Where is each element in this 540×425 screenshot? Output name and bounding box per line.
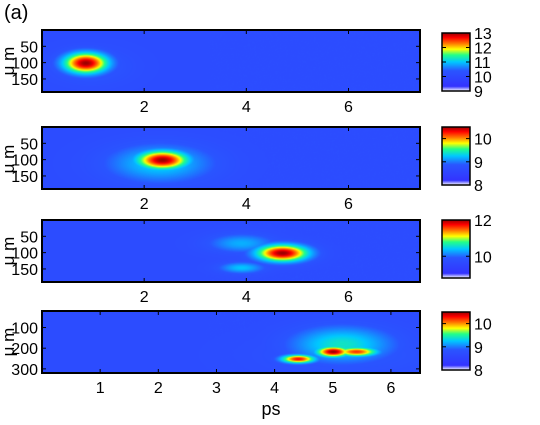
heatmap-image [42,220,420,282]
colorbar-tick-label: 10 [474,132,492,149]
heatmap-image [42,127,420,189]
panel-label: (a) [4,2,29,24]
colorbar [441,219,471,279]
colorbar-tick-label: 12 [474,213,492,230]
colorbar-tick-label: 9 [474,155,483,172]
y-tick-label: 300 [11,362,38,379]
y-tick-label: 150 [11,72,38,89]
x-tick-label: 5 [328,380,337,397]
plot-frame [41,29,421,93]
colorbar [441,126,471,186]
y-tick-label: 50 [20,136,38,153]
x-tick-label: 3 [212,380,221,397]
x-tick-label: 2 [140,196,149,213]
y-axis-label: μ m [0,145,18,174]
y-tick-label: 100 [11,153,38,170]
x-tick-label: 4 [270,380,279,397]
y-tick-label: 100 [11,246,38,263]
colorbar-tick-label: 13 [474,26,492,43]
x-tick-label: 6 [344,99,353,116]
colorbar-tick-label: 11 [474,55,491,72]
x-tick-label: 4 [242,289,251,306]
colorbar-tick-label: 9 [474,84,483,101]
colorbar-tick-label: 9 [474,340,483,357]
x-tick-label: 2 [140,289,149,306]
heatmap-image [42,30,420,92]
y-axis-label: μ m [0,328,18,357]
plot-frame [41,310,421,374]
plot-frame [41,126,421,190]
colorbar [441,311,471,371]
plot-frame [41,219,421,283]
x-axis-label: ps [261,399,281,419]
y-tick-label: 150 [11,169,38,186]
y-tick-label: 50 [20,229,38,246]
y-axis-label: μ m [0,47,18,76]
y-tick-label: 100 [11,321,38,338]
colorbar-tick-label: 12 [474,41,492,58]
y-tick-label: 200 [11,341,38,358]
x-tick-label: 2 [154,380,163,397]
x-tick-label: 4 [242,99,251,116]
heatmap-panel-4: 1 2 3 4 5 6 100 200 300 μ m 8 9 10 [0,310,492,397]
x-tick-label: 6 [344,289,353,306]
heatmap-image [42,311,420,373]
x-tick-label: 6 [344,196,353,213]
colorbar-tick-label: 10 [474,249,492,266]
colorbar [441,32,471,92]
x-tick-label: 4 [242,196,251,213]
x-tick-label: 1 [96,380,105,397]
y-tick-label: 100 [11,56,38,73]
y-tick-label: 150 [11,262,38,279]
colorbar-tick-label: 10 [474,317,492,334]
colorbar-tick-label: 8 [474,363,483,380]
y-tick-label: 50 [20,39,38,56]
colorbar-tick-label: 8 [474,178,483,195]
y-axis-label: μ m [0,237,18,266]
colorbar-tick-label: 10 [474,70,492,87]
x-tick-label: 6 [386,380,395,397]
x-tick-label: 2 [140,99,149,116]
